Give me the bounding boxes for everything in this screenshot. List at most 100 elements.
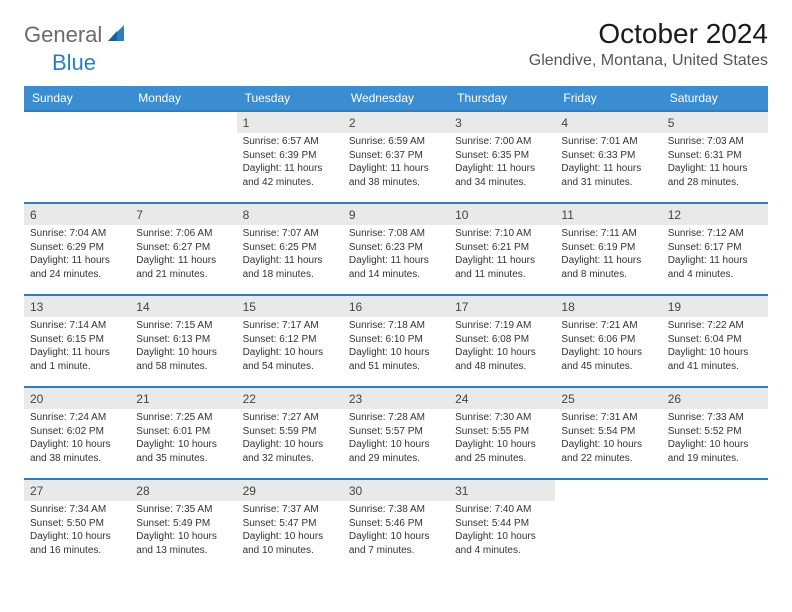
daylight-text: Daylight: 11 hours and 18 minutes. xyxy=(243,254,337,281)
daylight-text: Daylight: 11 hours and 38 minutes. xyxy=(349,162,443,189)
calendar-head: SundayMondayTuesdayWednesdayThursdayFrid… xyxy=(24,86,768,111)
day-number: 16 xyxy=(343,296,449,317)
daylight-text: Daylight: 10 hours and 51 minutes. xyxy=(349,346,443,373)
sunset-text: Sunset: 6:31 PM xyxy=(668,149,762,163)
weekday-header: Tuesday xyxy=(237,86,343,111)
sunset-text: Sunset: 6:13 PM xyxy=(136,333,230,347)
sunrise-text: Sunrise: 7:03 AM xyxy=(668,135,762,149)
sunrise-text: Sunrise: 7:12 AM xyxy=(668,227,762,241)
calendar-row: 20Sunrise: 7:24 AMSunset: 6:02 PMDayligh… xyxy=(24,387,768,479)
calendar-row: 1Sunrise: 6:57 AMSunset: 6:39 PMDaylight… xyxy=(24,111,768,203)
daylight-text: Daylight: 10 hours and 4 minutes. xyxy=(455,530,549,557)
calendar-cell-empty xyxy=(130,111,236,203)
sunrise-text: Sunrise: 7:37 AM xyxy=(243,503,337,517)
day-number: 14 xyxy=(130,296,236,317)
day-number: 24 xyxy=(449,388,555,409)
calendar-cell: 17Sunrise: 7:19 AMSunset: 6:08 PMDayligh… xyxy=(449,295,555,387)
daylight-text: Daylight: 10 hours and 45 minutes. xyxy=(561,346,655,373)
sunrise-text: Sunrise: 7:21 AM xyxy=(561,319,655,333)
sunset-text: Sunset: 6:10 PM xyxy=(349,333,443,347)
sunrise-text: Sunrise: 7:04 AM xyxy=(30,227,124,241)
sunrise-text: Sunrise: 7:06 AM xyxy=(136,227,230,241)
day-number: 3 xyxy=(449,112,555,133)
sunset-text: Sunset: 6:01 PM xyxy=(136,425,230,439)
calendar-cell: 21Sunrise: 7:25 AMSunset: 6:01 PMDayligh… xyxy=(130,387,236,479)
daylight-text: Daylight: 11 hours and 31 minutes. xyxy=(561,162,655,189)
daylight-text: Daylight: 10 hours and 35 minutes. xyxy=(136,438,230,465)
calendar-cell: 19Sunrise: 7:22 AMSunset: 6:04 PMDayligh… xyxy=(662,295,768,387)
weekday-header: Sunday xyxy=(24,86,130,111)
sunset-text: Sunset: 5:50 PM xyxy=(30,517,124,531)
sunrise-text: Sunrise: 7:11 AM xyxy=(561,227,655,241)
day-number: 2 xyxy=(343,112,449,133)
location-subtitle: Glendive, Montana, United States xyxy=(529,52,768,70)
daylight-text: Daylight: 10 hours and 16 minutes. xyxy=(30,530,124,557)
daylight-text: Daylight: 11 hours and 8 minutes. xyxy=(561,254,655,281)
day-number: 21 xyxy=(130,388,236,409)
daylight-text: Daylight: 11 hours and 28 minutes. xyxy=(668,162,762,189)
day-number: 12 xyxy=(662,204,768,225)
sunrise-text: Sunrise: 7:01 AM xyxy=(561,135,655,149)
daylight-text: Daylight: 10 hours and 25 minutes. xyxy=(455,438,549,465)
daylight-text: Daylight: 11 hours and 14 minutes. xyxy=(349,254,443,281)
day-number: 15 xyxy=(237,296,343,317)
sunset-text: Sunset: 6:02 PM xyxy=(30,425,124,439)
day-number: 29 xyxy=(237,480,343,501)
sunrise-text: Sunrise: 7:15 AM xyxy=(136,319,230,333)
day-number: 20 xyxy=(24,388,130,409)
daylight-text: Daylight: 10 hours and 48 minutes. xyxy=(455,346,549,373)
calendar-cell: 15Sunrise: 7:17 AMSunset: 6:12 PMDayligh… xyxy=(237,295,343,387)
sunset-text: Sunset: 6:21 PM xyxy=(455,241,549,255)
sunrise-text: Sunrise: 7:38 AM xyxy=(349,503,443,517)
daylight-text: Daylight: 11 hours and 21 minutes. xyxy=(136,254,230,281)
calendar-cell: 5Sunrise: 7:03 AMSunset: 6:31 PMDaylight… xyxy=(662,111,768,203)
sunrise-text: Sunrise: 7:18 AM xyxy=(349,319,443,333)
day-number: 8 xyxy=(237,204,343,225)
calendar-cell: 6Sunrise: 7:04 AMSunset: 6:29 PMDaylight… xyxy=(24,203,130,295)
sunset-text: Sunset: 6:12 PM xyxy=(243,333,337,347)
calendar-cell: 27Sunrise: 7:34 AMSunset: 5:50 PMDayligh… xyxy=(24,479,130,571)
calendar-row: 27Sunrise: 7:34 AMSunset: 5:50 PMDayligh… xyxy=(24,479,768,571)
calendar-cell: 1Sunrise: 6:57 AMSunset: 6:39 PMDaylight… xyxy=(237,111,343,203)
sunset-text: Sunset: 6:35 PM xyxy=(455,149,549,163)
weekday-header: Thursday xyxy=(449,86,555,111)
daylight-text: Daylight: 10 hours and 41 minutes. xyxy=(668,346,762,373)
sunset-text: Sunset: 6:23 PM xyxy=(349,241,443,255)
calendar-cell: 31Sunrise: 7:40 AMSunset: 5:44 PMDayligh… xyxy=(449,479,555,571)
sunset-text: Sunset: 5:59 PM xyxy=(243,425,337,439)
sunset-text: Sunset: 5:52 PM xyxy=(668,425,762,439)
calendar-cell: 10Sunrise: 7:10 AMSunset: 6:21 PMDayligh… xyxy=(449,203,555,295)
sunrise-text: Sunrise: 7:14 AM xyxy=(30,319,124,333)
day-number: 28 xyxy=(130,480,236,501)
title-block: October 2024 Glendive, Montana, United S… xyxy=(529,18,768,70)
sunset-text: Sunset: 6:19 PM xyxy=(561,241,655,255)
sunset-text: Sunset: 6:37 PM xyxy=(349,149,443,163)
day-number: 7 xyxy=(130,204,236,225)
sunset-text: Sunset: 6:04 PM xyxy=(668,333,762,347)
sunset-text: Sunset: 6:15 PM xyxy=(30,333,124,347)
day-number: 19 xyxy=(662,296,768,317)
calendar-cell: 13Sunrise: 7:14 AMSunset: 6:15 PMDayligh… xyxy=(24,295,130,387)
daylight-text: Daylight: 10 hours and 19 minutes. xyxy=(668,438,762,465)
daylight-text: Daylight: 10 hours and 32 minutes. xyxy=(243,438,337,465)
calendar-cell: 30 Sunrise: 7:38 AMSunset: 5:46 PMDayligh… xyxy=(343,479,449,571)
daylight-text: Daylight: 11 hours and 34 minutes. xyxy=(455,162,549,189)
sunrise-text: Sunrise: 7:07 AM xyxy=(243,227,337,241)
calendar-cell: 7Sunrise: 7:06 AMSunset: 6:27 PMDaylight… xyxy=(130,203,236,295)
calendar-cell-empty xyxy=(24,111,130,203)
calendar-cell: 4Sunrise: 7:01 AMSunset: 6:33 PMDaylight… xyxy=(555,111,661,203)
daylight-text: Daylight: 11 hours and 4 minutes. xyxy=(668,254,762,281)
day-number: 25 xyxy=(555,388,661,409)
sunset-text: Sunset: 5:46 PM xyxy=(349,517,443,531)
sunset-text: Sunset: 5:54 PM xyxy=(561,425,655,439)
sunset-text: Sunset: 6:39 PM xyxy=(243,149,337,163)
sunrise-text: Sunrise: 7:31 AM xyxy=(561,411,655,425)
calendar-cell: 20Sunrise: 7:24 AMSunset: 6:02 PMDayligh… xyxy=(24,387,130,479)
day-number: 11 xyxy=(555,204,661,225)
sunrise-text: Sunrise: 7:19 AM xyxy=(455,319,549,333)
day-number: 30 xyxy=(343,480,449,501)
daylight-text: Daylight: 10 hours and 7 minutes. xyxy=(349,530,443,557)
daylight-text: Daylight: 11 hours and 11 minutes. xyxy=(455,254,549,281)
day-number: 22 xyxy=(237,388,343,409)
calendar-cell: 28Sunrise: 7:35 AMSunset: 5:49 PMDayligh… xyxy=(130,479,236,571)
